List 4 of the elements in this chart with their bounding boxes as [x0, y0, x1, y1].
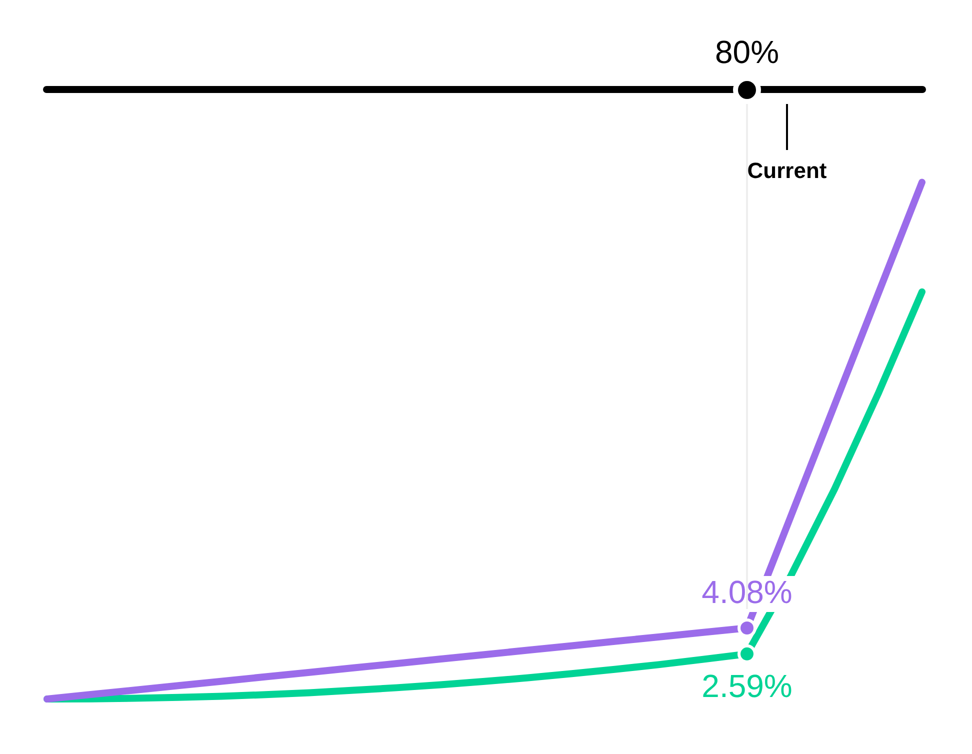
data-label: 2.59% [702, 668, 792, 704]
annotation: Current [747, 158, 828, 184]
text: 80% [714, 34, 780, 70]
data-label: 4.08% [702, 574, 792, 610]
